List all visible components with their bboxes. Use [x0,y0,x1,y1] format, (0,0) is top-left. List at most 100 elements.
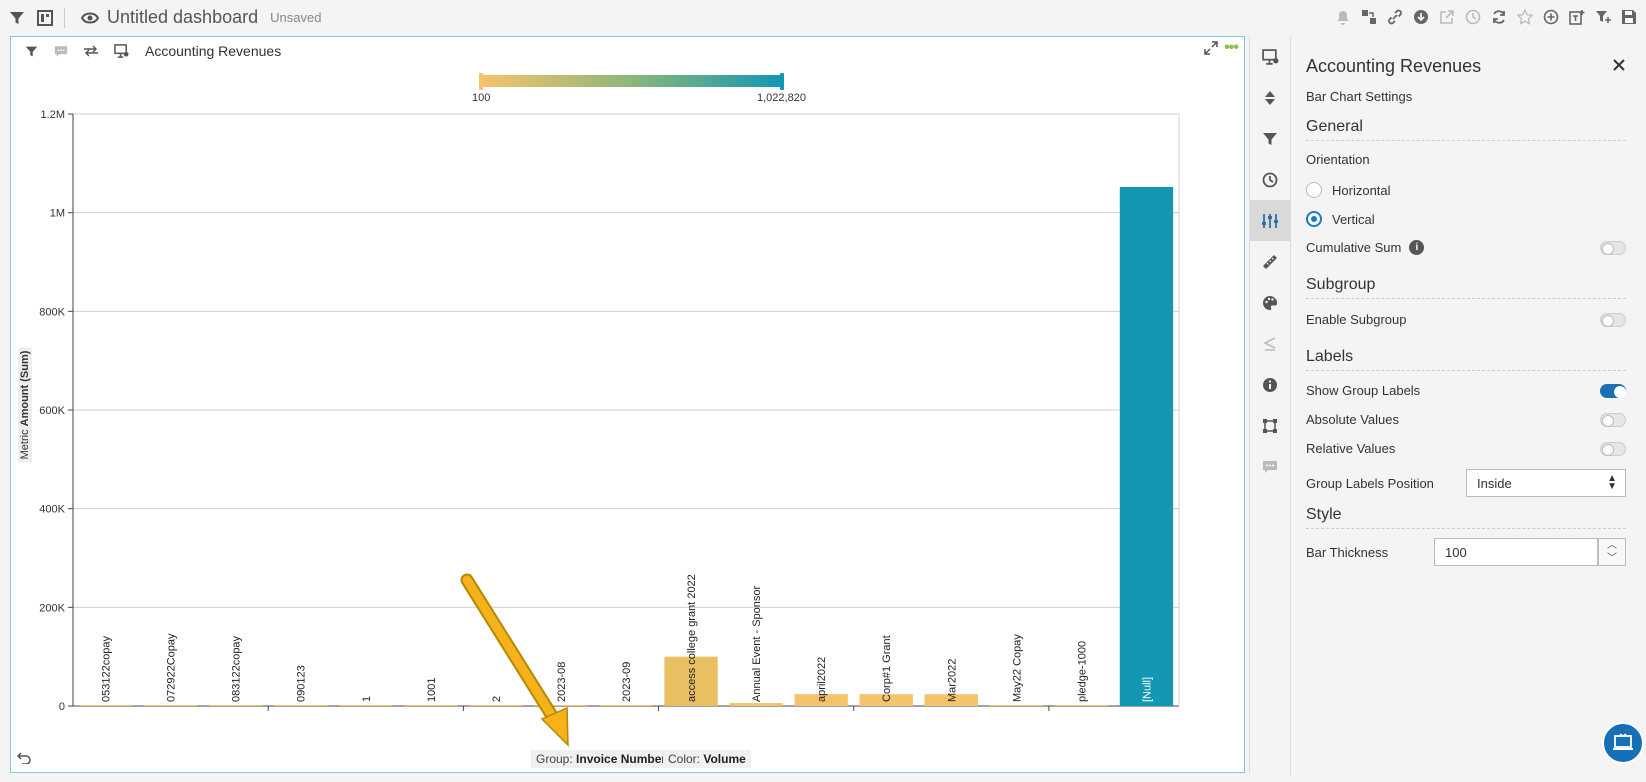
bar[interactable] [729,703,783,706]
clock-icon[interactable] [1462,6,1484,28]
bar[interactable] [664,656,718,706]
annotation-arrow [460,573,569,747]
save-icon[interactable] [1618,6,1640,28]
enable-subgroup-toggle[interactable] [1600,312,1626,327]
group-labels-position-row: Group Labels Position Inside ▲ ▼ [1306,467,1626,499]
rail-settings-sliders-icon[interactable] [1250,200,1290,241]
absolute-values-row: Absolute Values [1306,412,1626,427]
bar[interactable] [1119,187,1174,707]
bar-thickness-label: Bar Thickness [1306,544,1389,560]
rail-info-icon[interactable] [1250,364,1290,405]
legend-min-label: 100 [472,92,491,104]
bar[interactable] [924,694,978,706]
expand-icon[interactable] [1204,41,1218,58]
bar-group-label: Mar2022 [946,659,958,702]
save-status: Unsaved [270,10,322,25]
bar-group-label: 072922Copay [166,633,178,702]
legend-min-handle[interactable] [479,73,483,90]
y-tick-label: 200K [39,602,65,614]
help-launcher-button[interactable] [1602,722,1644,764]
rail-comment-icon[interactable] [1250,446,1290,487]
bar[interactable] [794,694,848,706]
download-icon[interactable] [1410,6,1432,28]
y-tick-label: 0 [59,701,65,713]
absolute-values-toggle[interactable] [1600,412,1626,427]
bar[interactable] [274,705,328,706]
bar[interactable] [78,705,133,706]
bar-thickness-stepper[interactable]: ︿ ﹀ [1598,538,1626,566]
absolute-values-label: Absolute Values [1306,412,1399,427]
y-tick-label: 1M [50,208,65,220]
bell-icon[interactable] [1332,6,1354,28]
add-filter-icon[interactable] [1592,6,1614,28]
section-labels: Labels [1306,348,1626,371]
legend-max-handle[interactable] [780,73,784,90]
settings-panel: Accounting Revenues Bar Chart Settings G… [1290,36,1640,776]
external-link-icon[interactable] [1436,6,1458,28]
bar[interactable] [859,694,913,706]
show-group-labels-toggle[interactable] [1600,383,1626,398]
bar-group-label: 053122copay [101,635,113,702]
bar[interactable] [404,705,458,706]
rail-presentation-icon[interactable] [1250,36,1290,77]
info-icon[interactable]: i [1409,240,1425,255]
bar[interactable] [1054,705,1109,706]
bar[interactable] [339,705,393,706]
rail-compare-icon[interactable] [1250,323,1290,364]
radio-vertical[interactable] [1306,211,1322,227]
group-chip-value: Invoice Number [576,752,667,766]
bar[interactable] [143,705,198,706]
bar[interactable] [534,705,588,706]
select-arrows-icon: ▲ ▼ [1607,473,1617,492]
group-chip[interactable]: Group: Invoice Number [531,750,672,768]
bar-group-label: april2022 [816,657,828,702]
close-icon[interactable] [1612,55,1626,78]
bar-group-label: [Null] [1141,677,1153,702]
orientation-horizontal-radio[interactable]: Horizontal [1306,182,1626,198]
bar[interactable] [469,705,523,706]
rail-ruler-icon[interactable] [1250,241,1290,282]
chart-widget[interactable]: Accounting Revenues ••• 100 1,022,820 Me… [10,36,1245,773]
add-text-icon[interactable] [1566,6,1588,28]
layout-icon[interactable] [34,7,56,29]
comment-icon[interactable] [51,41,71,61]
drill-icon[interactable] [81,41,101,61]
show-group-labels-label: Show Group Labels [1306,383,1421,398]
relative-values-row: Relative Values [1306,441,1626,456]
radio-vertical-label: Vertical [1332,211,1375,227]
section-general: General [1306,118,1626,141]
refresh-icon[interactable] [1488,6,1510,28]
more-options-icon[interactable]: ••• [1224,39,1239,56]
radio-horizontal[interactable] [1306,182,1322,198]
group-labels-position-value: Inside [1477,476,1512,491]
cumulative-sum-toggle[interactable] [1600,240,1626,255]
rail-filter-icon[interactable] [1250,118,1290,159]
rail-clock-icon[interactable] [1250,159,1290,200]
bar[interactable] [989,705,1044,706]
star-icon[interactable] [1514,6,1536,28]
presentation-icon[interactable] [111,41,131,61]
rail-palette-icon[interactable] [1250,282,1290,323]
relative-values-toggle[interactable] [1600,441,1626,456]
dashboard-title[interactable]: Untitled dashboard [107,7,259,27]
rail-sort-icon[interactable] [1250,77,1290,118]
filter-icon[interactable] [6,7,28,29]
widget-filter-icon[interactable] [21,41,41,61]
eye-icon[interactable] [79,7,101,29]
widget-title: Accounting Revenues [145,43,282,59]
bar-group-label: Annual Event - Sponsor [751,585,763,702]
group-labels-position-select[interactable]: Inside ▲ ▼ [1466,469,1626,497]
undo-icon[interactable] [16,751,31,767]
bar-thickness-input[interactable]: 100 [1434,538,1598,566]
link-icon[interactable] [1384,6,1406,28]
orientation-vertical-radio[interactable]: Vertical [1306,211,1626,227]
show-group-labels-row: Show Group Labels [1306,383,1626,398]
bar[interactable] [208,705,263,706]
bar-group-label: 2023-09 [621,662,633,702]
rail-select-area-icon[interactable] [1250,405,1290,446]
add-circle-icon[interactable] [1540,6,1562,28]
bar-group-label: 1 [361,696,373,702]
share-icon[interactable] [1358,6,1380,28]
color-chip[interactable]: Color: Volume [663,750,751,768]
bar[interactable] [599,705,653,706]
